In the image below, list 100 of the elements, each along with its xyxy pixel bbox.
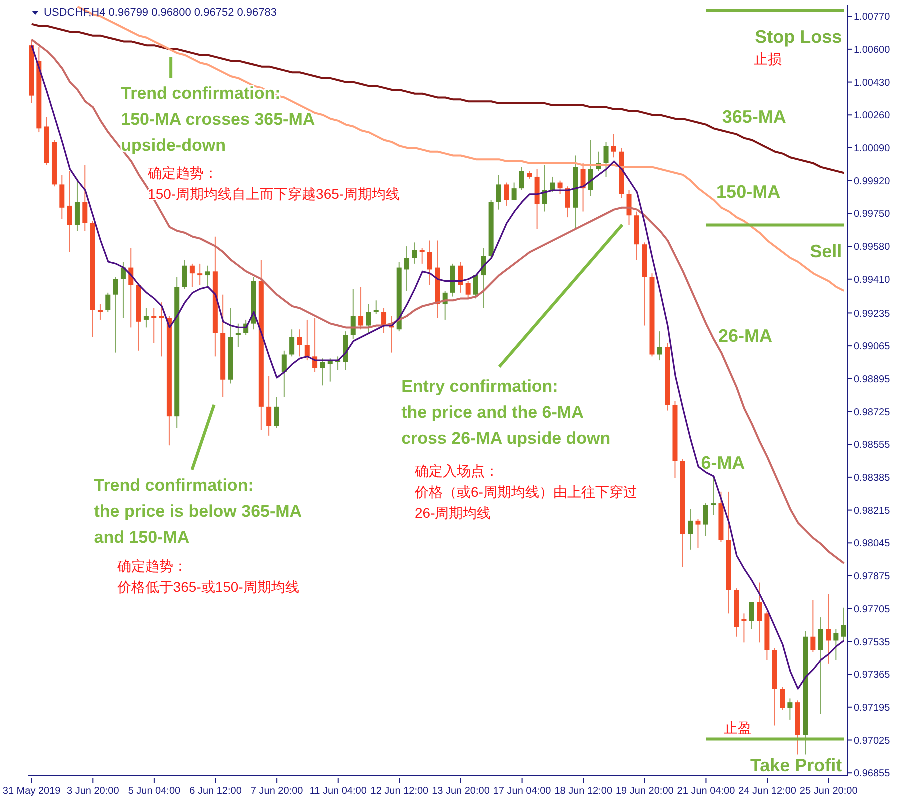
annotation: 确定趋势： [147, 165, 218, 181]
ref-line-label: Take Profit [750, 755, 842, 776]
candlestick [358, 286, 364, 330]
candlestick [780, 686, 786, 711]
y-tick-label: 0.97195 [854, 702, 891, 714]
candlestick [604, 142, 609, 178]
y-tick-label: 0.97025 [854, 736, 891, 747]
candlestick [74, 178, 80, 232]
x-tick-label: 25 Jun 20:00 [800, 786, 858, 797]
candlestick [841, 607, 846, 642]
candlestick [67, 170, 72, 253]
candlestick [788, 698, 793, 720]
y-tick-label: 0.98555 [854, 440, 891, 452]
candlestick [297, 329, 302, 358]
y-tick-label: 0.97535 [854, 637, 891, 648]
annotation: 26-周期均线 [415, 505, 492, 521]
candlestick [473, 275, 478, 300]
candlestick [106, 292, 111, 313]
candlestick [290, 329, 295, 358]
annotation: 价格低于365-或150-周期均线 [116, 579, 300, 595]
candlestick [366, 304, 372, 334]
candlestick [703, 503, 708, 537]
candlestick [558, 180, 563, 195]
candlestick [611, 134, 616, 158]
candlestick [198, 263, 203, 286]
y-tick-label: 1.00090 [854, 144, 891, 155]
annotation: 确定趋势： [116, 558, 188, 574]
candlestick [742, 613, 747, 644]
y-tick-label: 0.99580 [854, 242, 891, 254]
candlestick [60, 174, 65, 220]
candlestick [266, 376, 272, 436]
annotation: Trend confirmation: the price is below 365-MA and 150-MA [94, 476, 302, 547]
candlestick [496, 174, 502, 210]
candlestick [519, 166, 524, 192]
candlestick [236, 323, 241, 348]
candlestick [404, 246, 410, 292]
y-tick-label: 0.98725 [854, 407, 891, 418]
candlestick [152, 308, 157, 344]
series-label: 6-MA [701, 453, 746, 473]
candlestick [350, 288, 356, 340]
y-tick-label: 0.99410 [854, 274, 891, 286]
y-tick-label: 0.97875 [854, 572, 891, 583]
candlestick [113, 276, 118, 354]
x-tick-label: 5 Jun 04:00 [128, 786, 182, 797]
x-tick-label: 11 Jun 04:00 [310, 786, 368, 797]
candlestick [565, 186, 570, 218]
x-tick-label: 24 Jun 12:00 [738, 786, 797, 797]
annotation: 止盈 [724, 720, 752, 736]
candlestick [512, 182, 517, 201]
y-tick-label: 0.99750 [854, 209, 891, 220]
x-tick-label: 3 Jun 20:00 [67, 786, 120, 797]
candlestick [810, 600, 816, 653]
x-tick-label: 19 Jun 20:00 [616, 786, 674, 797]
candlestick [120, 262, 126, 319]
candlestick [696, 518, 701, 548]
x-tick-label: 13 Jun 20:00 [432, 786, 490, 797]
candlestick [190, 263, 195, 288]
candlestick [688, 508, 694, 550]
candlestick [382, 308, 387, 334]
x-tick-label: 31 May 2019 [2, 786, 62, 797]
x-tick-label: 6 Jun 12:00 [190, 786, 242, 797]
candlestick [580, 162, 586, 212]
x-tick-label: 17 Jun 04:00 [493, 786, 552, 797]
series-label: 365-MA [722, 107, 786, 127]
ref-line-label: Stop Loss [755, 26, 842, 47]
y-tick-label: 1.00430 [854, 78, 891, 89]
x-tick-label: 21 Jun 04:00 [677, 786, 736, 797]
candlestick [826, 594, 832, 664]
candlestick [320, 358, 326, 386]
series-label: 26-MA [718, 326, 772, 346]
y-tick-label: 0.97705 [854, 604, 891, 616]
y-tick-label: 0.98045 [854, 538, 891, 550]
candlestick [420, 248, 425, 264]
x-tick-label: 18 Jun 12:00 [554, 786, 613, 797]
candlestick [711, 476, 716, 516]
annotation: Trend confirmation: 150-MA crosses 365-MA upside-down [121, 84, 316, 155]
candlestick [458, 262, 464, 294]
annotation: 确定入场点： [414, 463, 500, 479]
candlestick [182, 260, 188, 290]
x-tick-label: 7 Jun 20:00 [250, 786, 304, 797]
candlestick [818, 617, 824, 715]
candlestick [274, 396, 280, 429]
y-tick-label: 0.99920 [854, 176, 891, 188]
annotation: 止损 [754, 51, 782, 67]
candlestick [159, 302, 164, 358]
y-tick-label: 0.99235 [854, 308, 891, 320]
candlestick [428, 240, 433, 286]
y-tick-label: 0.98215 [854, 506, 891, 517]
ref-line-label: Sell [810, 241, 842, 262]
y-tick-label: 0.98895 [854, 374, 891, 386]
candlestick [82, 164, 88, 232]
candlestick [282, 350, 287, 398]
candlestick [205, 265, 210, 288]
candlestick [304, 319, 310, 362]
candlestick [466, 280, 471, 300]
y-tick-label: 1.00600 [854, 44, 891, 56]
y-tick-label: 0.97365 [854, 670, 891, 682]
candlestick [834, 628, 839, 661]
annotation: Entry confirmation: the price and the 6-MA cross 26-MA upside down [402, 377, 611, 448]
candlestick [757, 582, 762, 644]
